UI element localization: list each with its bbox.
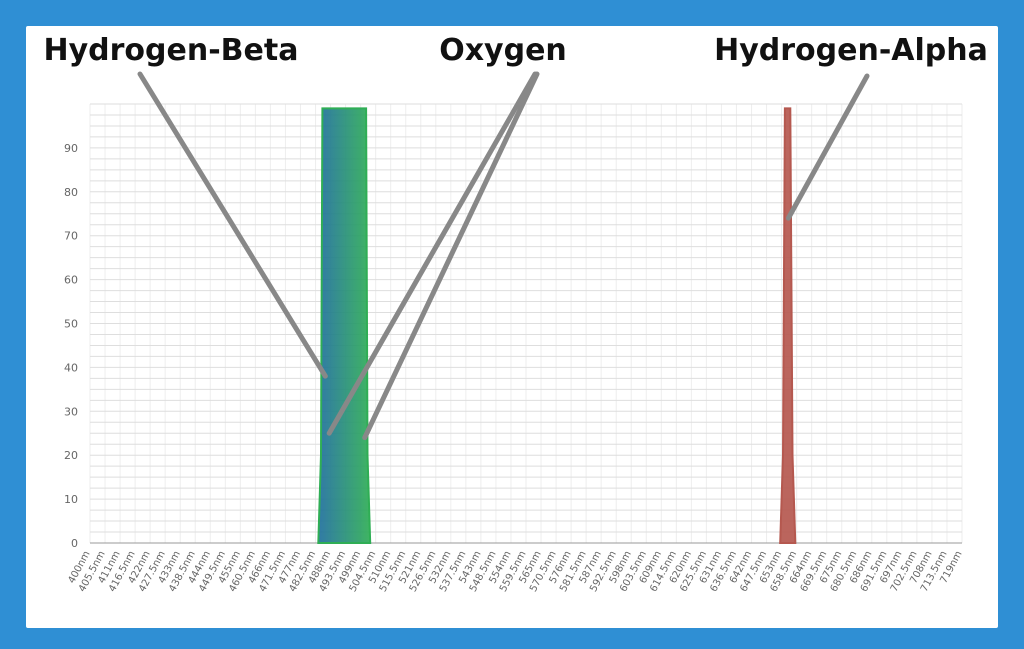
y-tick-label: 10 [64,493,78,506]
annotation-leader [137,71,328,379]
y-tick-label: 90 [64,142,78,155]
y-tick-label: 20 [64,449,78,462]
y-axis: 0 10 20 30 40 50 60 70 80 90 [64,142,78,550]
annotation-leader [362,71,540,441]
annotation-leader [326,71,538,436]
grid [89,103,963,544]
y-tick-label: 30 [64,405,78,418]
spectrum-chart: 0 10 20 30 40 50 60 70 80 90 400nm405.5nm411nm416… [44,33,988,594]
x-axis: 400nm405.5nm411nm416.5nm422nm427.5nm433n… [66,549,964,594]
y-tick-label: 60 [64,274,78,287]
y-tick-label: 50 [64,318,78,331]
annotations: Hydrogen-Beta Oxygen Hydrogen-Alpha [44,33,988,441]
chart-panel: 0 10 20 30 40 50 60 70 80 90 400nm 405.5nm 411nm 416… [26,26,998,628]
y-tick-label: 40 [64,361,78,374]
series-area-1 [779,107,797,544]
y-tick-label: 0 [71,537,78,550]
series-area-0 [317,107,372,544]
annotation-leader [785,73,870,221]
y-tick-label: 70 [64,230,78,243]
annotation-label: Oxygen [439,33,567,68]
annotation-label: Hydrogen-Beta [44,33,299,68]
annotation-label: Hydrogen-Alpha [714,33,988,68]
y-tick-label: 80 [64,186,78,199]
